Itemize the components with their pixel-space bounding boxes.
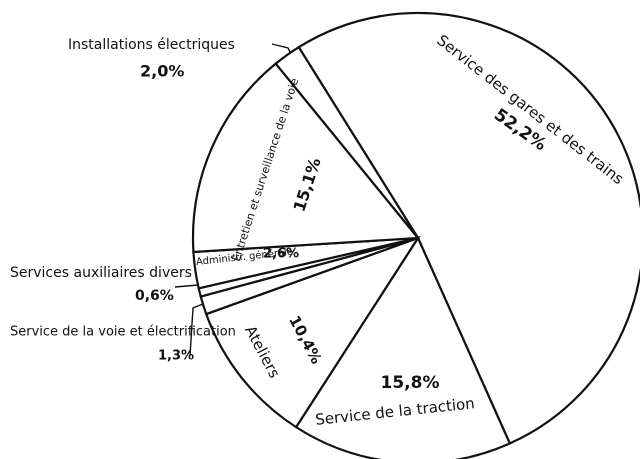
value-label: 0,6% [135,288,174,304]
pie-slice [274,45,419,239]
pie-slice [191,62,421,254]
pie-slice [294,235,512,459]
slice-label: Installations électriques [68,37,235,53]
pie-slice [204,235,421,429]
value-label: 1,3% [158,349,194,364]
value-label: 2,6% [263,247,299,262]
slice-label: Services auxiliaires divers [10,265,192,281]
pie-slice [297,11,640,445]
value-label: 2,0% [140,62,184,81]
slice-label: Service de la voie et électrification [10,325,236,340]
value-label: 15,8% [381,373,440,393]
